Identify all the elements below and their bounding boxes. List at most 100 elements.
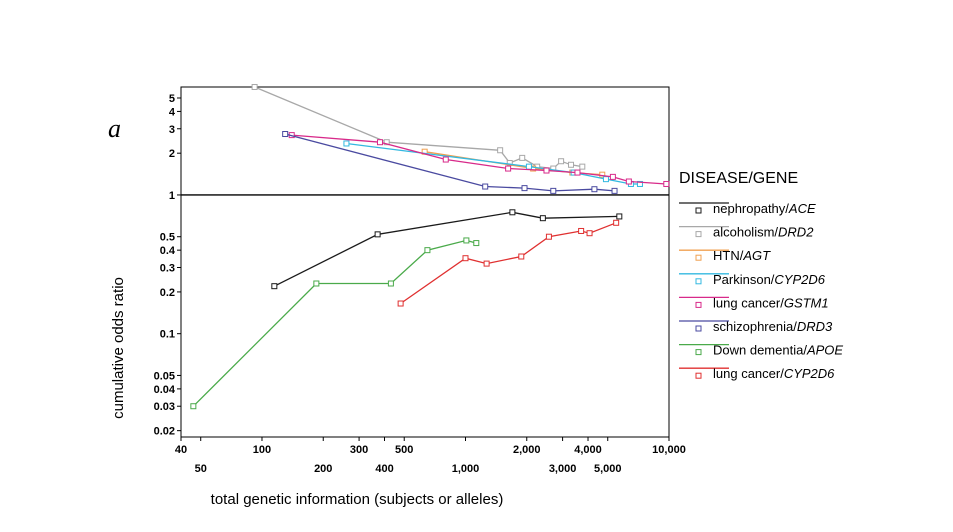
data-point (539, 215, 546, 222)
legend-gene: APOE (806, 343, 843, 358)
x-tick-label: 10,000 (652, 444, 686, 456)
series-line (254, 86, 583, 170)
data-point (636, 180, 643, 187)
x-axis: 40 100 300 500 2,000 4,000 10,000 50 200 400 1,000… (175, 437, 686, 475)
data-point (602, 176, 609, 183)
legend-gene: ACE (788, 201, 816, 216)
data-point (579, 163, 586, 170)
data-point (518, 253, 525, 260)
data-point (374, 231, 381, 238)
legend-disease: lung cancer/ (713, 366, 784, 381)
y-tick-label: 0.4 (160, 245, 176, 257)
data-point (613, 219, 620, 226)
data-point (609, 173, 616, 180)
legend-marker (695, 231, 702, 238)
data-point (483, 260, 490, 267)
legend-disease: schizophrenia/ (713, 319, 797, 334)
data-point (521, 185, 528, 192)
data-point (616, 213, 623, 220)
data-point (424, 247, 431, 254)
data-point (519, 154, 526, 161)
x-tick-label: 100 (253, 444, 271, 456)
data-point (482, 183, 489, 190)
legend-gene: CYP2D6 (784, 366, 835, 381)
data-point (473, 240, 480, 247)
data-point (543, 167, 550, 174)
x-tick-label: 3,000 (549, 463, 577, 475)
data-point (497, 147, 504, 154)
legend-gene: GSTM1 (784, 295, 829, 310)
data-point (558, 158, 565, 165)
legend-disease: Down dementia/ (713, 343, 807, 358)
legend-gene: DRD3 (797, 319, 833, 334)
legend-marker (695, 278, 702, 285)
series-line (400, 222, 617, 305)
data-point (611, 187, 618, 194)
data-point (462, 255, 469, 262)
y-tick-label: 3 (169, 124, 175, 136)
legend-marker (695, 254, 702, 261)
legend-disease: HTN/ (713, 248, 744, 263)
series-layer (190, 84, 670, 410)
x-tick-label: 500 (395, 444, 413, 456)
data-point (578, 227, 585, 234)
data-point (343, 140, 350, 147)
legend-disease: Parkinson/ (713, 272, 775, 287)
legend-gene: AGT (742, 248, 771, 263)
data-point (545, 233, 552, 240)
y-tick-label: 5 (169, 93, 175, 105)
legend-marker (695, 349, 702, 356)
y-tick-label: 0.2 (160, 287, 175, 299)
data-point (574, 169, 581, 176)
data-point (550, 187, 557, 194)
data-point (463, 237, 470, 244)
data-point (568, 161, 575, 168)
data-point (251, 84, 258, 90)
legend-disease: alcoholism/ (713, 225, 778, 240)
series-line (274, 211, 620, 287)
x-tick-label: 5,000 (594, 463, 622, 475)
data-point (509, 209, 516, 216)
data-point (190, 403, 197, 410)
legend-disease: lung cancer/ (713, 295, 784, 310)
legend-gene: CYP2D6 (774, 272, 825, 287)
data-point (313, 280, 320, 287)
x-tick-label: 200 (314, 463, 332, 475)
legend-label: alcoholism/DRD2 (713, 225, 814, 240)
data-point (271, 283, 278, 290)
y-tick-label: 0.05 (154, 370, 175, 382)
data-point (383, 139, 390, 146)
x-tick-label: 1,000 (452, 463, 480, 475)
x-tick-label: 4,000 (574, 444, 602, 456)
x-tick-label: 300 (350, 444, 368, 456)
legend-label: Down dementia/APOE (713, 343, 843, 358)
legend-gene: DRD2 (778, 225, 814, 240)
legend-label: lung cancer/GSTM1 (713, 295, 829, 310)
y-tick-label: 1 (169, 190, 175, 202)
legend-label: HTN/AGT (713, 248, 771, 263)
legend-marker (695, 325, 702, 332)
series-line (285, 133, 615, 192)
y-tick-label: 0.04 (154, 384, 176, 396)
data-point (663, 180, 670, 187)
x-tick-label: 2,000 (513, 444, 541, 456)
data-point (282, 131, 289, 138)
y-tick-label: 0.1 (160, 329, 175, 341)
data-point (442, 156, 449, 163)
series-line (192, 239, 477, 407)
legend-marker (695, 301, 702, 308)
x-tick-label: 40 (175, 444, 187, 456)
legend-title: DISEASE/GENE (679, 170, 798, 187)
data-point (376, 139, 383, 146)
x-axis-title: total genetic information (subjects or a… (211, 491, 504, 508)
legend-marker (695, 372, 702, 379)
data-point (397, 300, 404, 307)
y-tick-label: 4 (169, 106, 176, 118)
legend-label: nephropathy/ACE (713, 201, 816, 216)
plot-frame (180, 86, 670, 438)
legend-marker (695, 207, 702, 214)
legend: DISEASE/GENE nephropathy/ACE alcoholism/D… (679, 170, 843, 381)
x-tick-label: 400 (375, 463, 393, 475)
legend-label: Parkinson/CYP2D6 (713, 272, 826, 287)
